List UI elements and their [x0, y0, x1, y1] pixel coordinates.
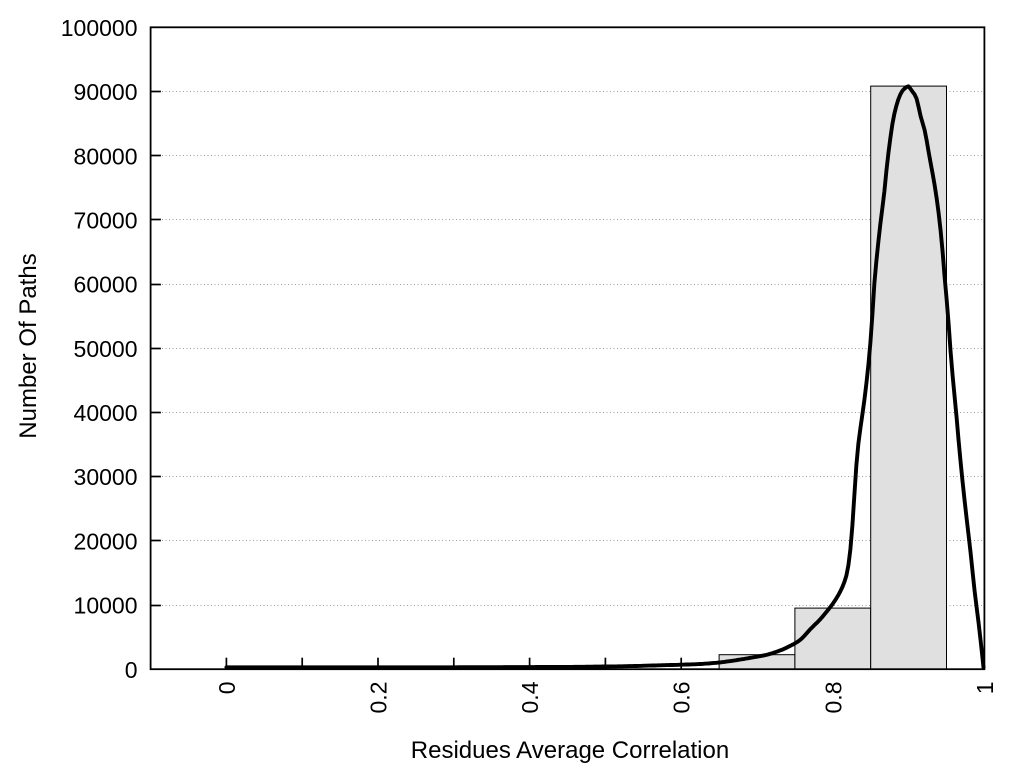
svg-text:0.8: 0.8 — [820, 682, 846, 714]
svg-text:80000: 80000 — [74, 143, 138, 169]
svg-text:60000: 60000 — [74, 272, 138, 298]
svg-text:1: 1 — [972, 682, 998, 695]
svg-text:Residues Average Correlation: Residues Average Correlation — [411, 737, 729, 764]
svg-text:0.6: 0.6 — [669, 682, 695, 714]
svg-text:40000: 40000 — [74, 400, 138, 426]
svg-text:100000: 100000 — [61, 15, 138, 41]
svg-text:0: 0 — [125, 657, 138, 683]
svg-text:0.2: 0.2 — [366, 682, 392, 714]
svg-text:70000: 70000 — [74, 208, 138, 234]
svg-text:30000: 30000 — [74, 464, 138, 490]
svg-text:Number Of Paths: Number Of Paths — [15, 253, 42, 438]
svg-text:20000: 20000 — [74, 528, 138, 554]
svg-text:50000: 50000 — [74, 336, 138, 362]
svg-text:90000: 90000 — [74, 79, 138, 105]
svg-text:0.4: 0.4 — [517, 681, 543, 713]
svg-text:0: 0 — [214, 682, 240, 695]
svg-text:10000: 10000 — [74, 593, 138, 619]
